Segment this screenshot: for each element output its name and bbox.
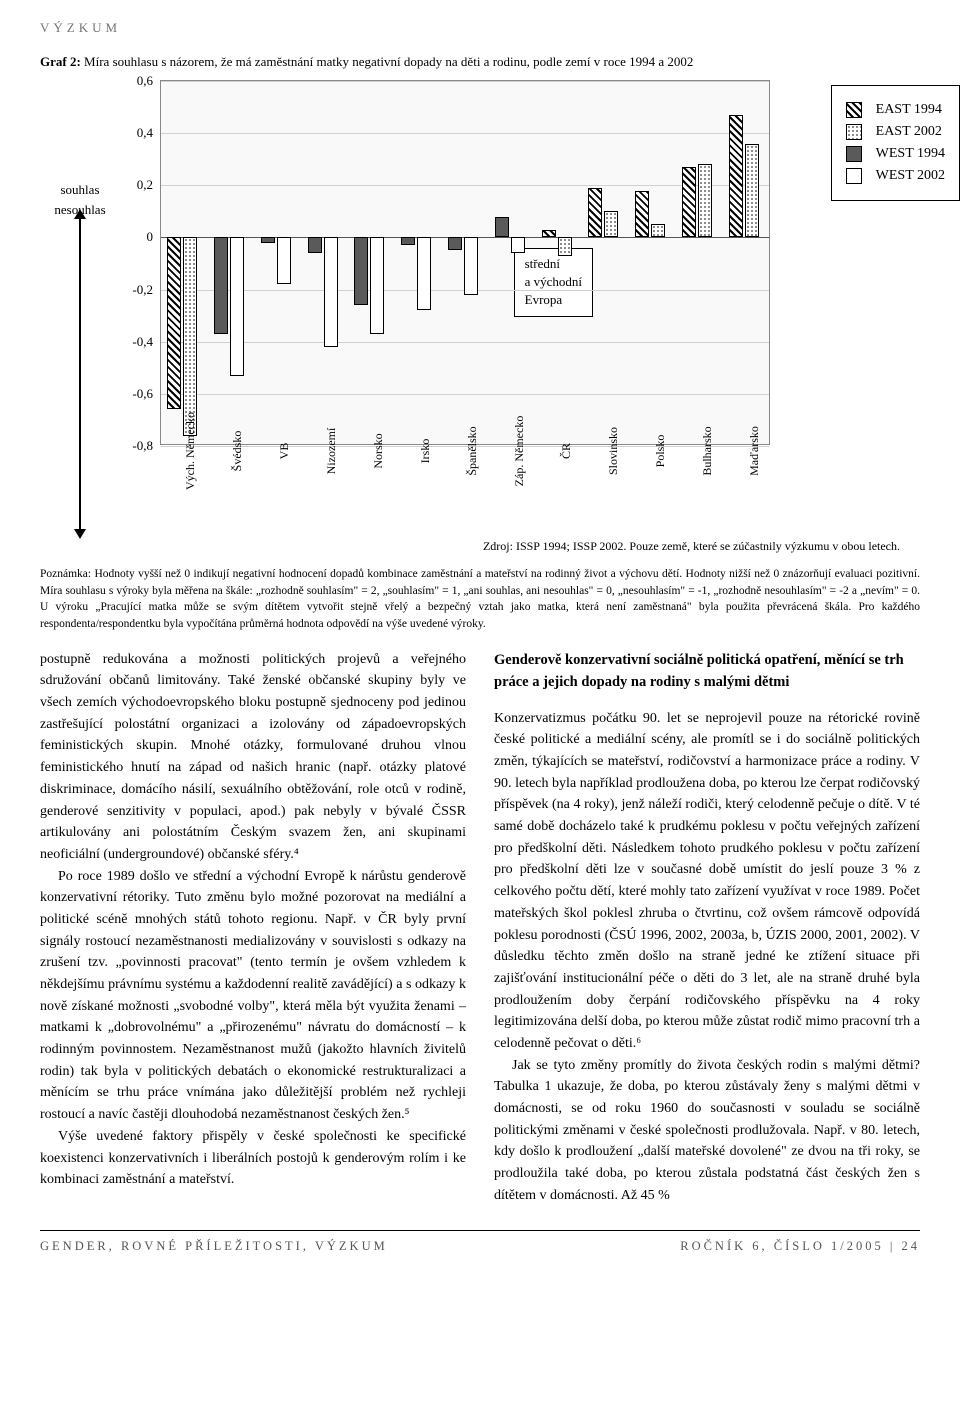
- y-tick-label: 0,6: [137, 73, 161, 89]
- bar-group: [308, 81, 342, 444]
- legend-label: EAST 2002: [876, 124, 942, 140]
- axis-arrow-icon: [79, 219, 81, 529]
- x-tick-label: Švédsko: [230, 431, 245, 472]
- legend-label: WEST 1994: [876, 146, 945, 162]
- legend-row: WEST 2002: [846, 168, 945, 184]
- bar-group: [588, 81, 622, 444]
- bar: [401, 237, 415, 245]
- y-tick-label: -0,8: [132, 438, 161, 454]
- legend-swatch-icon: [846, 124, 862, 140]
- bar-group: [495, 81, 529, 444]
- legend-container: EAST 1994EAST 2002WEST 1994WEST 2002: [770, 80, 920, 529]
- right-column: Genderově konzervativní sociálně politic…: [494, 649, 920, 1207]
- bar-group: [635, 81, 669, 444]
- x-tick-label: Nizozemí: [324, 428, 339, 475]
- bar: [635, 191, 649, 238]
- bar: [651, 224, 665, 237]
- x-tick-label: Irsko: [418, 439, 433, 464]
- x-tick-label: Slovinsko: [606, 427, 621, 475]
- page-footer: GENDER, ROVNÉ PŘÍLEŽITOSTI, VÝZKUM ROČNÍ…: [40, 1230, 920, 1272]
- legend-swatch-icon: [846, 146, 862, 162]
- x-tick-label: Španělsko: [465, 426, 480, 475]
- bar: [370, 237, 384, 333]
- bar: [230, 237, 244, 375]
- bar-group: [448, 81, 482, 444]
- y-tick-label: -0,4: [132, 334, 161, 350]
- bar: [464, 237, 478, 294]
- bar: [167, 237, 181, 409]
- x-tick-label: Norsko: [371, 433, 386, 468]
- legend-label: WEST 2002: [876, 168, 945, 184]
- bar: [417, 237, 431, 310]
- y-tick-label: 0,2: [137, 177, 161, 193]
- plot-area: střední a východní Evropa 0,60,40,20-0,2…: [160, 80, 770, 445]
- chart-title-rest: Míra souhlasu s názorem, že má zaměstnán…: [81, 54, 694, 69]
- legend-row: EAST 2002: [846, 124, 945, 140]
- x-tick-label: Polsko: [653, 435, 668, 468]
- bar: [698, 164, 712, 237]
- chart-container: souhlas nesouhlas střední a východní Evr…: [40, 80, 920, 529]
- bar: [277, 237, 291, 284]
- section-header: VÝZKUM: [40, 20, 920, 36]
- x-axis-labels: Vých. NěmeckoŠvédskoVBNizozemíNorskoIrsk…: [160, 445, 770, 525]
- chart-body: střední a východní Evropa 0,60,40,20-0,2…: [120, 80, 770, 529]
- bar: [448, 237, 462, 250]
- x-tick-label: Bulharsko: [700, 426, 715, 475]
- y-tick-label: -0,6: [132, 386, 161, 402]
- chart-title-bold: Graf 2:: [40, 54, 81, 69]
- chart-title: Graf 2: Míra souhlasu s názorem, že má z…: [40, 54, 920, 70]
- footer-right: ROČNÍK 6, ČÍSLO 1/2005 | 24: [680, 1239, 920, 1254]
- bar-group: [542, 81, 576, 444]
- body-paragraph: postupně redukována a možnosti politický…: [40, 649, 466, 866]
- chart-legend: EAST 1994 EAST 2002 WEST 1994 WEST 2002: [831, 85, 960, 201]
- legend-swatch-icon: [846, 102, 862, 118]
- bar: [729, 115, 743, 238]
- y-tick-label: 0,4: [137, 125, 161, 141]
- body-paragraph: Po roce 1989 došlo ve střední a východní…: [40, 866, 466, 1126]
- x-tick-label: ČR: [559, 443, 574, 459]
- bar: [745, 144, 759, 238]
- y-tick-label: -0,2: [132, 282, 161, 298]
- body-paragraph: Jak se tyto změny promítly do života čes…: [494, 1055, 920, 1207]
- bar: [682, 167, 696, 237]
- legend-swatch-icon: [846, 168, 862, 184]
- bar: [324, 237, 338, 347]
- chart-left-axis: souhlas nesouhlas: [40, 80, 120, 529]
- bar: [558, 237, 572, 255]
- x-tick-label: Záp. Německo: [512, 416, 527, 487]
- legend-row: WEST 1994: [846, 146, 945, 162]
- x-tick-label: VB: [277, 443, 292, 460]
- bar-group: [401, 81, 435, 444]
- body-columns: postupně redukována a možnosti politický…: [40, 649, 920, 1207]
- bar: [183, 237, 197, 435]
- x-tick-label: Vých. Německo: [183, 412, 198, 490]
- bar: [542, 230, 556, 238]
- legend-row: EAST 1994: [846, 102, 945, 118]
- bar-group: [167, 81, 201, 444]
- bar: [495, 217, 509, 238]
- chart-note: Poznámka: Hodnoty vyšší než 0 indikují n…: [40, 566, 920, 633]
- bar-group: [729, 81, 763, 444]
- bar-group: [354, 81, 388, 444]
- bar: [308, 237, 322, 253]
- body-paragraph: Konzervatizmus počátku 90. let se neproj…: [494, 708, 920, 1055]
- body-paragraph: Výše uvedené faktory přispěly v české sp…: [40, 1126, 466, 1191]
- bar: [214, 237, 228, 333]
- axis-label-top: souhlas: [61, 180, 100, 200]
- x-tick-label: Maďarsko: [747, 426, 762, 476]
- y-tick-label: 0: [147, 229, 162, 245]
- bar-group: [214, 81, 248, 444]
- section-heading: Genderově konzervativní sociálně politic…: [494, 649, 920, 694]
- legend-label: EAST 1994: [876, 102, 942, 118]
- bar: [511, 237, 525, 253]
- bar: [604, 211, 618, 237]
- chart-source: Zdroj: ISSP 1994; ISSP 2002. Pouze země,…: [40, 539, 920, 554]
- bar-group: [261, 81, 295, 444]
- footer-left: GENDER, ROVNÉ PŘÍLEŽITOSTI, VÝZKUM: [40, 1239, 388, 1254]
- left-column: postupně redukována a možnosti politický…: [40, 649, 466, 1207]
- bar: [354, 237, 368, 305]
- bar: [261, 237, 275, 242]
- bar: [588, 188, 602, 238]
- bar-group: [682, 81, 716, 444]
